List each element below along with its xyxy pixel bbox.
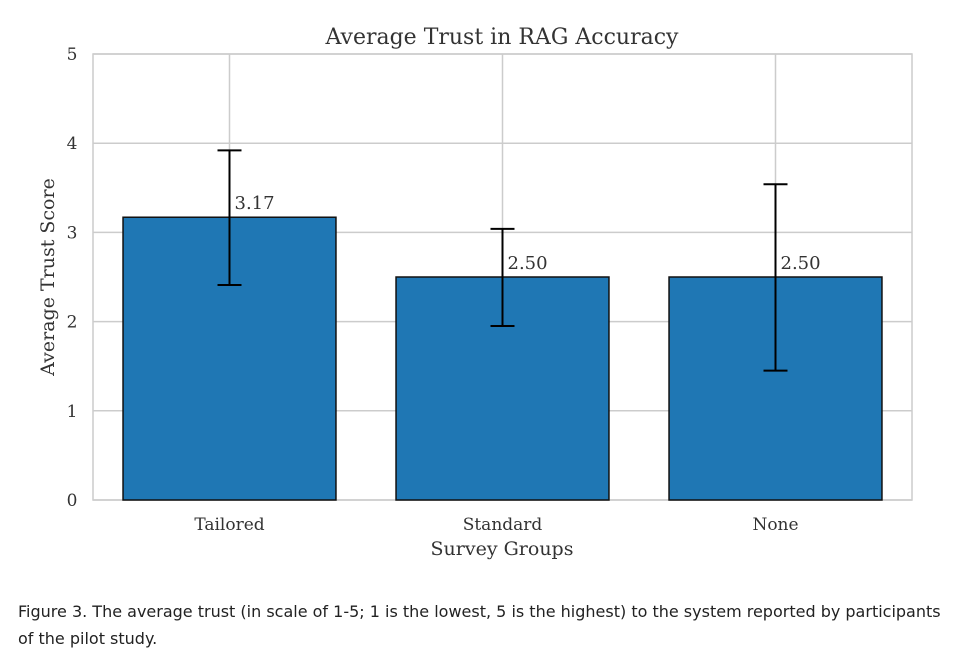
y-tick-label: 4	[67, 134, 78, 154]
y-tick-label: 1	[67, 402, 78, 422]
y-tick-label: 2	[67, 313, 78, 333]
x-tick-label: Tailored	[194, 515, 264, 535]
y-tick-label: 0	[67, 491, 78, 511]
x-tick-label: None	[752, 515, 798, 535]
figure-caption: Figure 3. The average trust (in scale of…	[18, 602, 941, 648]
x-tick-label: Standard	[463, 515, 543, 535]
x-axis-label: Survey Groups	[431, 538, 574, 560]
y-tick-label: 3	[67, 223, 78, 243]
bars: 3.17 2.50 2.50	[122, 149, 883, 501]
chart-title: Average Trust in RAG Accuracy	[325, 25, 680, 50]
bar-chart: Average Trust in RAG Accuracy 0 1 2 3 4 5 3.1…	[37, 25, 913, 560]
data-label: 2.50	[781, 253, 821, 274]
y-tick-label: 5	[67, 45, 78, 65]
data-label: 2.50	[508, 253, 548, 274]
x-tick-labels: Tailored Standard None	[194, 515, 798, 535]
data-label: 3.17	[235, 193, 275, 214]
y-tick-labels: 0 1 2 3 4 5	[67, 45, 78, 511]
y-axis-label: Average Trust Score	[37, 178, 59, 377]
